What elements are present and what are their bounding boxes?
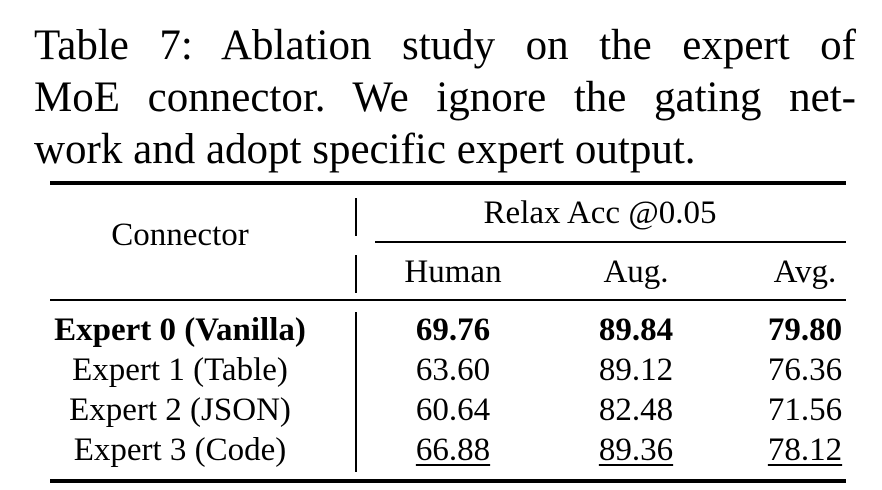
group-header: Relax Acc @0.05 [483,195,717,231]
value-cell: 79.80 [767,312,843,348]
caption-line: MoE connector. We ignore the gating net- [34,74,856,121]
value-cell: 69.76 [415,312,491,348]
column-header: Human [404,254,502,290]
column-header: Aug. [603,254,669,290]
vertical-rule [355,312,357,472]
value-cell: 89.84 [598,312,674,348]
value-cell: 66.88 [415,432,491,468]
column-header: Avg. [773,254,837,290]
value-cell: 71.56 [767,392,843,428]
value-cell: 60.64 [415,392,491,428]
vertical-rule [355,198,357,236]
row-label: Expert 2 (JSON) [69,392,291,428]
value-cell: 82.48 [598,392,674,428]
group-rule [375,241,846,243]
row-header: Connector [111,217,249,253]
top-rule [50,181,846,185]
vertical-rule [355,255,357,293]
bottom-rule [50,479,846,483]
value-cell: 76.36 [767,352,843,388]
value-cell: 63.60 [415,352,491,388]
caption-line: Table 7: Ablation study on the expert of [34,22,856,69]
value-cell: 89.36 [598,432,674,468]
row-label: Expert 3 (Code) [73,432,287,468]
value-cell: 89.12 [598,352,674,388]
row-label: Expert 0 (Vanilla) [54,312,306,348]
mid-rule [50,299,846,301]
caption-line: work and adopt specific expert output. [34,126,696,173]
row-label: Expert 1 (Table) [72,352,288,388]
value-cell: 78.12 [767,432,843,468]
